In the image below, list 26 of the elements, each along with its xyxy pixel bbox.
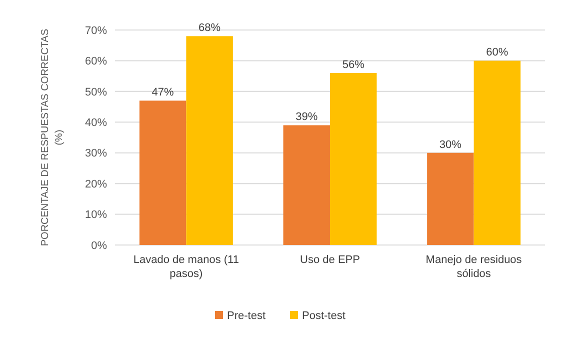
y-axis-title: PORCENTAJE DE RESPUESTAS CORRECTAS (%): [40, 28, 65, 246]
x-tick-label: Uso de EPP: [300, 254, 360, 266]
y-tick-label: 40%: [84, 116, 108, 129]
bar: [283, 125, 330, 245]
y-tick-label: 50%: [84, 86, 108, 98]
legend-label: Pre-test: [227, 310, 266, 322]
y-tick-label: 20%: [84, 178, 108, 190]
bar: [427, 152, 474, 245]
data-label: 39%: [296, 111, 318, 124]
data-label: 56%: [342, 59, 365, 71]
data-label: 68%: [198, 22, 221, 34]
y-tick-label: 60%: [84, 56, 108, 68]
y-tick-label: 30%: [84, 148, 108, 160]
y-tick-label: 0%: [91, 240, 108, 252]
legend-label: Post-test: [302, 310, 346, 322]
x-tick-label: Lavado de manos (11 pasos): [133, 254, 239, 280]
bar: [330, 73, 377, 245]
bar: [474, 60, 521, 245]
data-label: 47%: [152, 86, 174, 99]
y-tick-label: 70%: [84, 24, 108, 37]
x-tick-label: Manejo de residuos sólidos: [426, 254, 522, 280]
bar: [139, 100, 186, 245]
bar: [186, 36, 233, 245]
y-tick-label: 10%: [84, 209, 108, 222]
data-label: 30%: [439, 138, 462, 151]
data-label: 60%: [486, 46, 508, 59]
